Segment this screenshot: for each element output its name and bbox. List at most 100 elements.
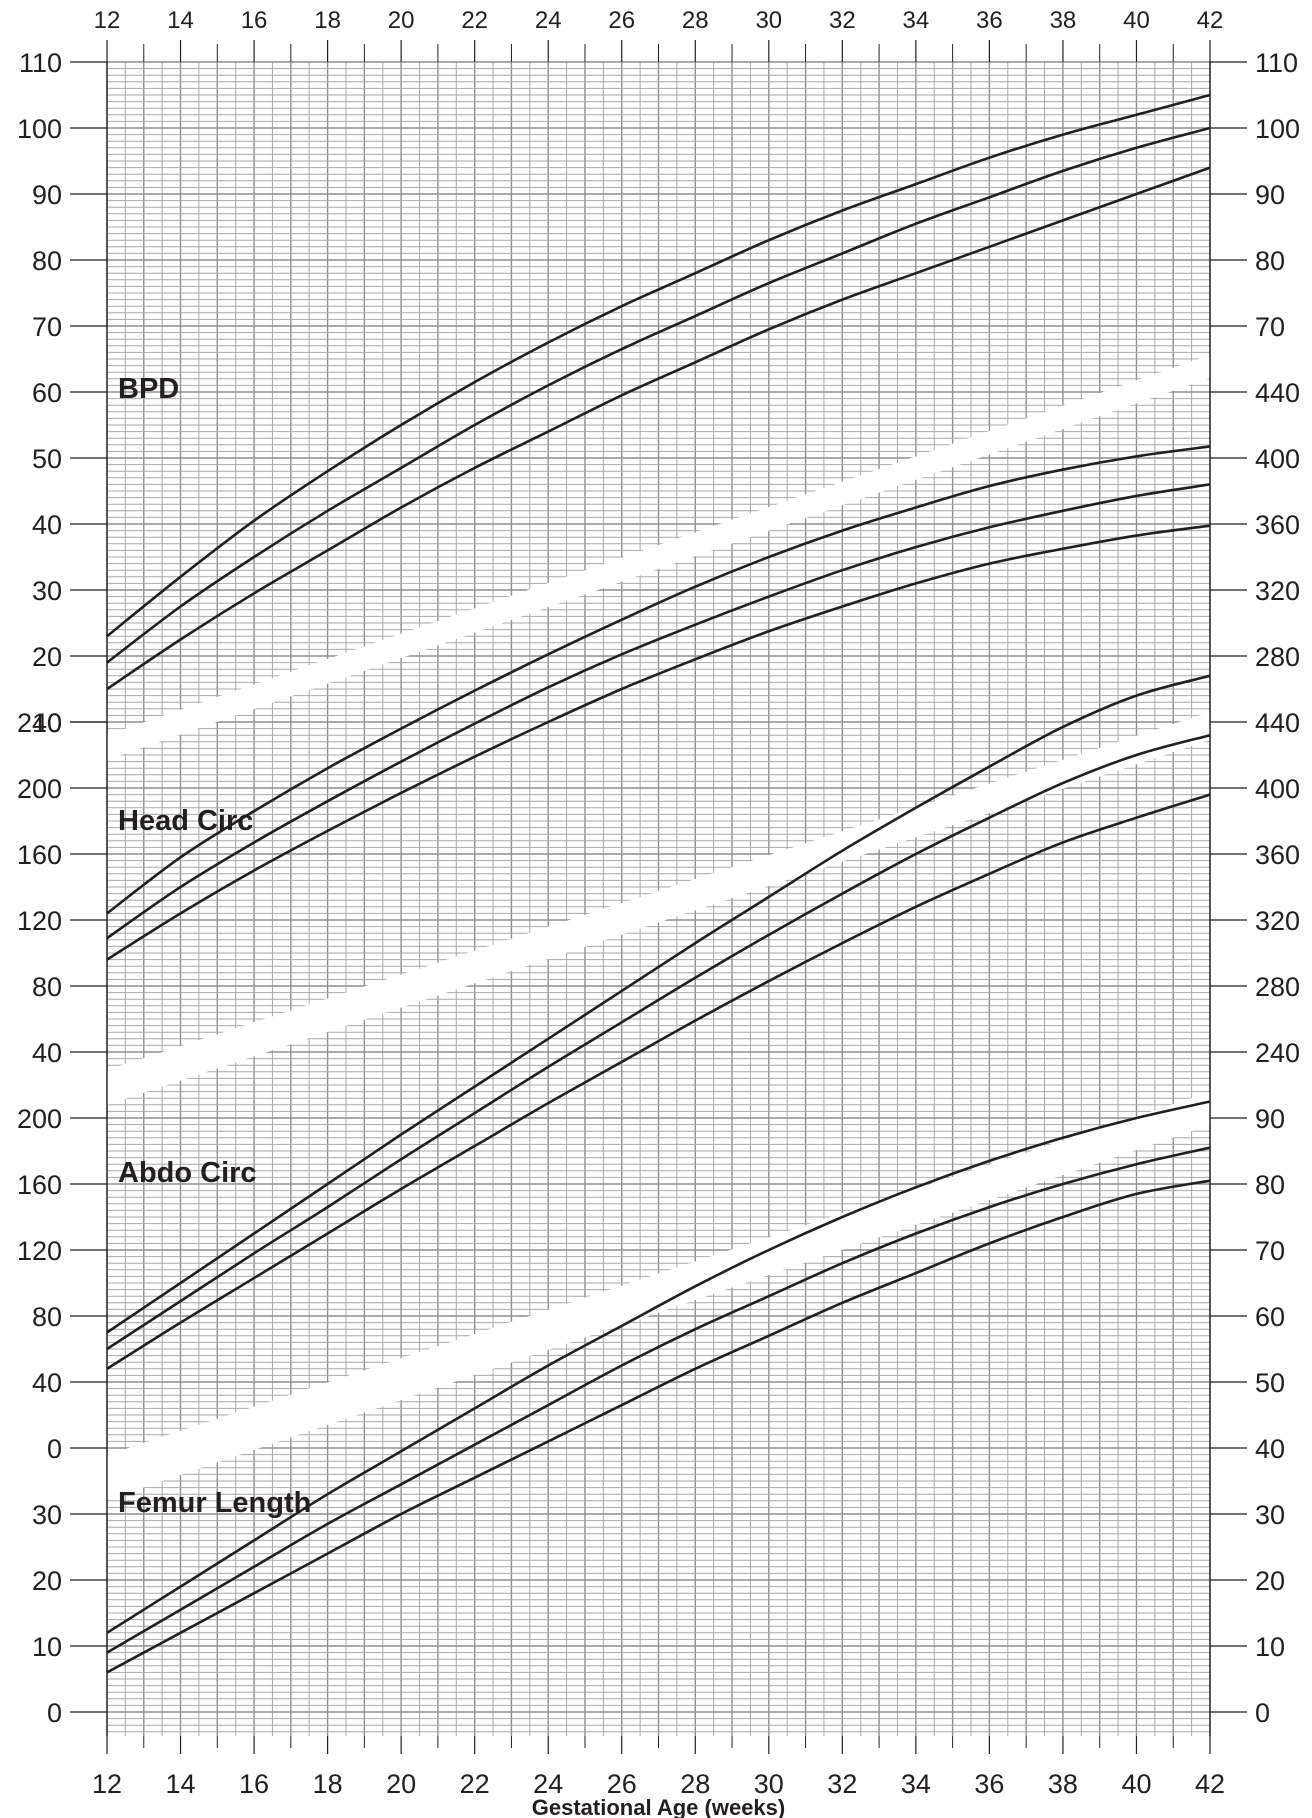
x-tick-label-top: 18 <box>314 7 341 34</box>
x-tick-label-bottom: 22 <box>460 1769 490 1799</box>
curve-femur-length-median <box>106 1146 1211 1654</box>
y-tick-label-right: 280 <box>1255 642 1300 672</box>
x-tick-label-bottom: 32 <box>827 1769 857 1799</box>
y-tick-label-left: 120 <box>17 906 62 936</box>
x-tick-label-bottom: 40 <box>1121 1769 1151 1799</box>
x-tick-label-bottom: 14 <box>166 1769 196 1799</box>
y-tick-label-left: 0 <box>47 1698 62 1728</box>
y-tick-label-right: 60 <box>1255 1302 1285 1332</box>
separator-band <box>107 1092 1210 1500</box>
y-tick-label-right: 50 <box>1255 1368 1285 1398</box>
y-tick-label-left: 40 <box>32 510 62 540</box>
curve-abdo-circ-median <box>106 733 1211 1351</box>
y-tick-label-left: 100 <box>17 114 62 144</box>
y-tick-label-left: 90 <box>32 180 62 210</box>
panel-label-head-circ: Head Circ <box>118 805 253 837</box>
y-tick-label-left: 20 <box>32 642 62 672</box>
curve-bpd-upper <box>106 93 1211 638</box>
curve-bpd-lower <box>106 166 1211 691</box>
y-tick-label-left: 30 <box>32 576 62 606</box>
x-tick-label-top: 26 <box>608 7 635 34</box>
panel-label-femur-length: Femur Length <box>118 1487 311 1519</box>
x-tick-label-top: 30 <box>755 7 782 34</box>
y-tick-label-left: 160 <box>17 840 62 870</box>
labels: BPD Head Circ Abdo Circ Femur Length Ges… <box>118 373 785 1818</box>
y-tick-label-right: 320 <box>1255 576 1300 606</box>
y-tick-label-right: 360 <box>1255 510 1300 540</box>
y-tick-label-right: 80 <box>1255 1170 1285 1200</box>
y-tick-label-left: 40 <box>32 1368 62 1398</box>
percentile-curves <box>106 93 1211 1674</box>
axes: 12 12 14 14 16 16 18 18 20 20 22 22 24 24 26 26 28 28 30 30… <box>17 7 1300 1799</box>
y-tick-label-left: 40 <box>32 1038 62 1068</box>
y-tick-label-right: 90 <box>1255 180 1285 210</box>
panel-label-abdo-circ: Abdo Circ <box>118 1157 257 1189</box>
y-tick-label-left: 200 <box>17 1104 62 1134</box>
y-tick-label-right: 280 <box>1255 972 1300 1002</box>
x-tick-label-bottom: 36 <box>974 1769 1004 1799</box>
y-tick-label-right: 320 <box>1255 906 1300 936</box>
x-tick-label-bottom: 18 <box>313 1769 343 1799</box>
x-axis-label: Gestational Age (weeks) <box>532 1795 785 1818</box>
curve-head-circ-upper <box>106 445 1211 915</box>
y-tick-label-right: 70 <box>1255 312 1285 342</box>
curve-abdo-circ-upper <box>106 674 1211 1334</box>
x-tick-label-bottom: 16 <box>239 1769 269 1799</box>
x-tick-label-top: 28 <box>682 7 709 34</box>
y-tick-label-right: 400 <box>1255 444 1300 474</box>
x-tick-label-top: 32 <box>829 7 856 34</box>
y-tick-label-right: 80 <box>1255 246 1285 276</box>
curve-head-circ-median <box>106 483 1211 940</box>
curve-bpd-median <box>106 126 1211 664</box>
x-tick-label-bottom: 34 <box>901 1769 931 1799</box>
y-tick-label-right: 440 <box>1255 708 1300 738</box>
y-tick-label-left: 80 <box>32 246 62 276</box>
x-tick-label-top: 42 <box>1197 7 1224 34</box>
x-tick-label-top: 40 <box>1123 7 1150 34</box>
y-tick-label-right: 440 <box>1255 378 1300 408</box>
y-tick-label-right: 70 <box>1255 1236 1285 1266</box>
panel-label-bpd: BPD <box>118 373 179 405</box>
y-tick-label-left: 240 <box>17 708 62 738</box>
y-tick-label-left: 120 <box>17 1236 62 1266</box>
y-tick-label-left: 20 <box>32 1566 62 1596</box>
y-tick-label-right: 360 <box>1255 840 1300 870</box>
y-tick-label-left: 30 <box>32 1500 62 1530</box>
x-tick-label-top: 20 <box>388 7 415 34</box>
x-tick-label-top: 38 <box>1050 7 1077 34</box>
x-tick-label-bottom: 12 <box>92 1769 122 1799</box>
curve-femur-length-upper <box>106 1100 1211 1634</box>
left-margin <box>0 0 105 1818</box>
x-tick-label-bottom: 26 <box>607 1769 637 1799</box>
y-tick-label-left: 70 <box>32 312 62 342</box>
x-tick-label-top: 34 <box>903 7 930 34</box>
x-tick-label-bottom: 30 <box>754 1769 784 1799</box>
y-tick-label-right: 30 <box>1255 1500 1285 1530</box>
x-tick-label-top: 14 <box>167 7 194 34</box>
curve-femur-length-lower <box>106 1179 1211 1674</box>
x-tick-label-bottom: 24 <box>533 1769 563 1799</box>
x-tick-label-top: 36 <box>976 7 1003 34</box>
y-tick-label-right: 110 <box>1255 48 1298 78</box>
x-tick-label-bottom: 20 <box>386 1769 416 1799</box>
y-tick-label-left: 80 <box>32 1302 62 1332</box>
x-tick-label-bottom: 42 <box>1195 1769 1225 1799</box>
y-tick-label-right: 90 <box>1255 1104 1285 1134</box>
y-tick-label-right: 40 <box>1255 1434 1285 1464</box>
y-tick-label-left: 10 <box>32 1632 62 1662</box>
x-tick-label-top: 24 <box>535 7 562 34</box>
y-tick-label-right: 10 <box>1255 1632 1285 1662</box>
curve-abdo-circ-lower <box>106 793 1211 1370</box>
y-tick-label-left: 200 <box>17 774 62 804</box>
y-tick-label-right: 400 <box>1255 774 1300 804</box>
curve-head-circ-lower <box>106 524 1211 961</box>
y-tick-label-left: 60 <box>32 378 62 408</box>
y-tick-label-left: 50 <box>32 444 62 474</box>
y-tick-label-left: 0 <box>47 1434 62 1464</box>
y-tick-label-right: 20 <box>1255 1566 1285 1596</box>
y-tick-label-right: 100 <box>1255 114 1300 144</box>
x-tick-label-top: 22 <box>461 7 488 34</box>
y-tick-label-left: 80 <box>32 972 62 1002</box>
y-tick-label-left: 10 <box>32 708 62 738</box>
